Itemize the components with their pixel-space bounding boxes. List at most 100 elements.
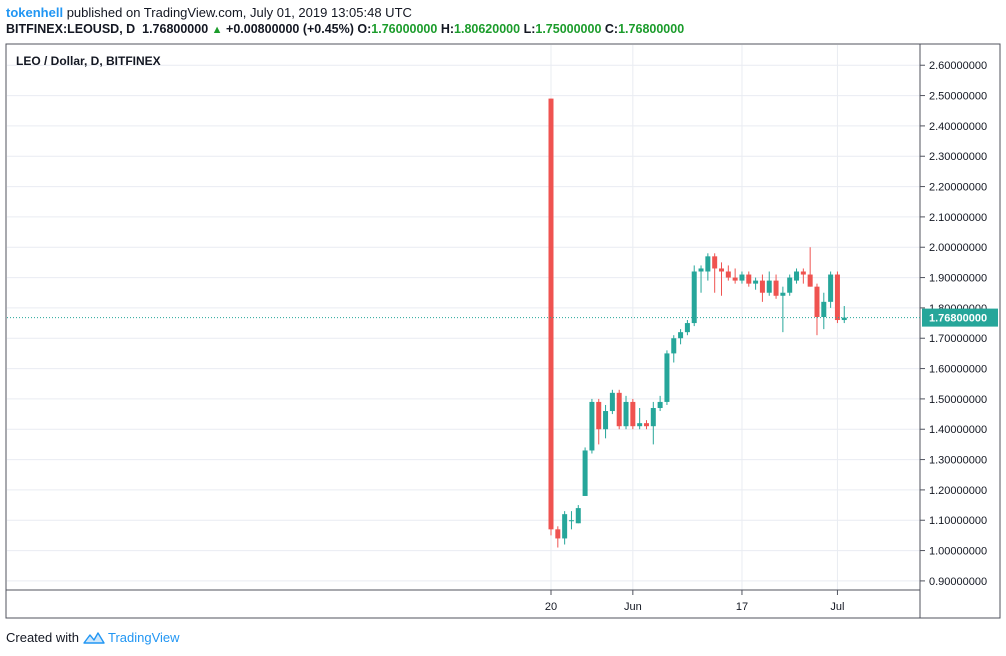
candle-up [821,292,827,330]
tradingview-link[interactable]: TradingView [83,630,180,645]
x-tick-label: Jul [830,601,844,613]
candle-body [787,277,793,293]
low-value: 1.75000000 [535,22,602,36]
candle-up [739,271,745,284]
up-arrow-icon: ▲ [211,24,223,36]
candle-up [678,329,684,345]
open-value: 1.76000000 [371,22,438,36]
candle-body [657,401,663,408]
candle-body [609,392,615,412]
candle-down [596,398,602,445]
candle-body [664,353,670,402]
candle-up [657,395,663,412]
candle-up [787,274,793,296]
candle-up [568,511,574,530]
y-tick-label: 2.40000000 [929,121,987,133]
last-price: 1.76800000 [142,22,209,36]
published-text: published on TradingView.com, July 01, 2… [66,5,412,20]
candle-body [800,271,806,275]
candle-down [732,268,738,284]
candle-up [609,389,615,415]
candle-body [739,274,745,281]
candle-up [705,253,711,281]
y-tick-label: 2.00000000 [929,242,987,254]
y-tick-label: 1.60000000 [929,364,987,376]
publish-line: tokenhell published on TradingView.com, … [6,5,412,20]
y-tick-label: 1.20000000 [929,485,987,497]
candle-body [555,529,561,539]
open-label: O: [357,22,372,36]
candle-body [616,392,622,427]
x-tick-label: 17 [736,601,748,613]
candle-body [603,411,609,430]
x-tick-label: 20 [545,601,557,613]
ohlc-line: BITFINEX:LEOUSD, D 1.76800000 ▲ +0.00800… [6,22,684,36]
candle-body [596,401,602,430]
candle-body [780,292,786,296]
candle-down [800,268,806,284]
candle-down [630,398,636,430]
chart-frame [5,43,1001,619]
candle-up [828,271,834,308]
candle-body [773,280,779,296]
candle-up [780,286,786,333]
candle-up [698,265,704,293]
y-tick-label: 1.50000000 [929,394,987,406]
candle-down [773,274,779,299]
series-title: LEO / Dollar, D, BITFINEX [16,54,161,68]
candle-body [678,332,684,339]
candle-up [623,395,629,430]
y-tick-label: 1.70000000 [929,333,987,345]
candle-down [807,247,813,287]
candle-body [589,401,595,451]
candle-up [766,271,772,296]
candle-down [746,271,752,287]
last-price-badge [922,308,998,327]
candle-body [568,520,574,522]
footer: Created with TradingView [6,630,180,645]
candle-down [712,253,718,293]
candle-body [548,98,554,530]
candle-up [575,505,581,524]
candle-up [650,401,656,445]
candle-up [841,306,847,324]
candle-up [562,511,568,545]
candle-body [637,423,643,427]
candle-up [684,320,690,336]
author-link[interactable]: tokenhell [6,5,64,20]
candle-down [643,420,649,430]
candle-up [582,447,588,496]
candle-body [821,301,827,317]
y-tick-label: 1.40000000 [929,424,987,436]
candle-up [691,265,697,327]
candle-down [555,526,561,548]
candle-body [807,274,813,287]
candle-up [589,398,595,454]
change-value: +0.00800000 (+0.45%) [226,22,354,36]
candle-body [753,280,759,284]
candle-up [664,350,670,405]
y-tick-label: 2.20000000 [929,182,987,194]
candle-up [794,268,800,284]
y-tick-label: 2.10000000 [929,212,987,224]
y-tick-label: 2.60000000 [929,60,987,72]
candle-body [841,317,847,321]
y-tick-label: 1.30000000 [929,455,987,467]
candle-down [834,271,840,324]
candle-body [691,271,697,324]
candle-body [630,401,636,427]
y-tick-label: 2.30000000 [929,151,987,163]
candle-up [671,335,677,363]
candle-down [725,265,731,281]
candle-body [725,271,731,278]
y-tick-label: 1.90000000 [929,273,987,285]
candle-body [794,271,800,281]
candle-body [814,286,820,317]
candles [548,98,847,548]
candle-body [759,280,765,293]
last-price-marker: 1.76800000 [7,308,998,327]
created-with-text: Created with [6,630,79,645]
candle-body [732,277,738,281]
close-value: 1.76800000 [618,22,685,36]
